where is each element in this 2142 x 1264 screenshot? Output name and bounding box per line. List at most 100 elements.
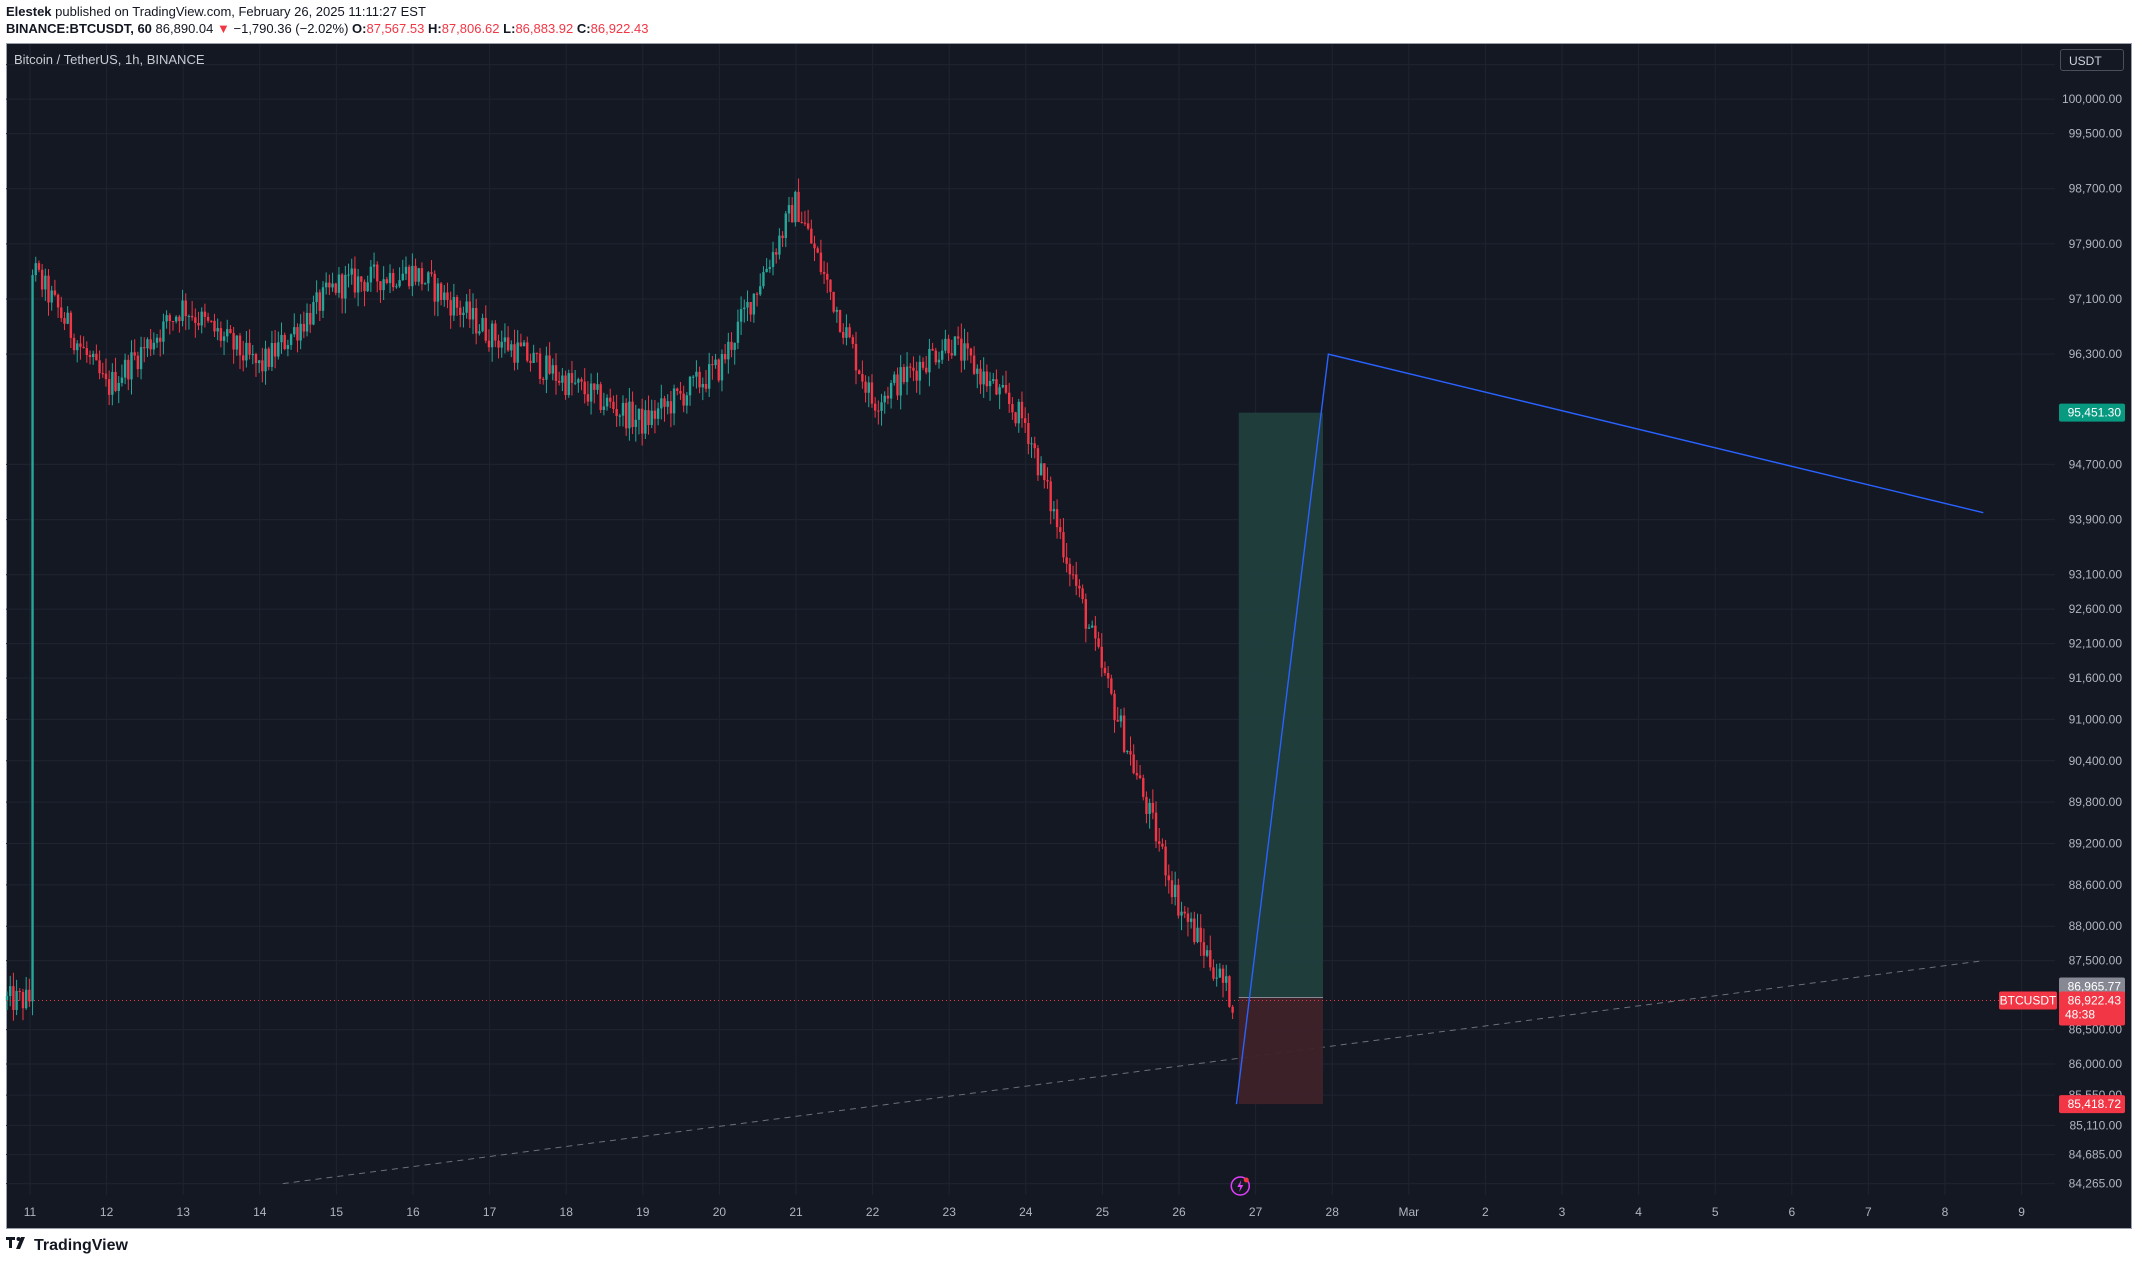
candle-body [775, 252, 778, 255]
candle-body [538, 353, 542, 379]
candle-body [190, 315, 194, 318]
candle-body [931, 348, 934, 351]
candle-body [484, 317, 487, 341]
candle-body [28, 989, 31, 1002]
candle-body [1164, 846, 1167, 876]
candle-body [803, 222, 807, 224]
candle-body [934, 350, 937, 363]
candle-body [1052, 509, 1056, 512]
candle-body [277, 342, 280, 357]
candle-body [487, 340, 491, 348]
candle-body [1087, 627, 1091, 629]
last-price-tag-bg [2059, 991, 2125, 1026]
candle-body [420, 268, 424, 285]
candle-body [363, 281, 366, 292]
candle-body [1036, 448, 1040, 476]
candle-body [797, 191, 800, 222]
symbol-label: BINANCE:BTCUSDT, 60 [6, 21, 152, 36]
candle-body [414, 265, 417, 282]
chart-pane[interactable] [6, 43, 2132, 1229]
candle-body [972, 355, 976, 374]
candle-body [529, 360, 532, 363]
candle-body [826, 273, 829, 280]
candle-body [762, 272, 765, 287]
candle-body [423, 283, 427, 285]
candle-body [976, 368, 979, 374]
chart-grid [6, 44, 2055, 1195]
candle-body [937, 359, 941, 363]
stop-zone [1238, 997, 1324, 1105]
candle-body [72, 337, 76, 351]
candle-body [1202, 942, 1206, 956]
candle-body [1059, 527, 1062, 533]
y-tick-label: 89,200.00 [2069, 836, 2123, 850]
candle-body [768, 267, 772, 269]
candle-body [1142, 778, 1145, 797]
candle-body [564, 375, 567, 396]
candle-body [554, 365, 558, 381]
x-tick-label: 14 [253, 1205, 267, 1219]
change-arrow-icon: ▼ [217, 21, 230, 36]
candle-body [187, 315, 191, 317]
y-tick-label: 86,000.00 [2069, 1057, 2123, 1071]
candle-body [318, 292, 322, 311]
candle-body [465, 301, 468, 313]
candle-body [1062, 532, 1065, 558]
candle-body [889, 382, 893, 399]
candle-body [966, 343, 969, 349]
candle-body [340, 274, 344, 299]
candle-body [577, 379, 580, 383]
y-tick-label: 93,100.00 [2069, 568, 2123, 582]
candle-body [123, 359, 127, 378]
candle-body [940, 350, 944, 360]
candle-body [379, 281, 382, 291]
candle-body [242, 355, 245, 361]
candle-body [819, 252, 823, 273]
candle-body [372, 264, 376, 267]
candle-body [1008, 392, 1011, 405]
x-tick-label: 7 [1865, 1205, 1872, 1219]
price-tag-bg [2059, 403, 2125, 422]
candle-body [1196, 927, 1199, 943]
candle-body [707, 364, 711, 389]
price-tag-bg [2059, 977, 2125, 996]
currency-selector[interactable]: USDT [2060, 49, 2124, 71]
candle-body [366, 282, 369, 292]
y-tick-label: 100,000.00 [2062, 92, 2122, 106]
candle-body [436, 283, 440, 302]
candle-body [337, 274, 341, 293]
candle-body [605, 397, 609, 407]
candle-body [794, 191, 797, 223]
candle-body [18, 991, 21, 993]
candle-body [497, 340, 500, 348]
candle-body [404, 266, 408, 274]
candle-body [593, 383, 596, 390]
candle-body [376, 264, 379, 282]
candle-body [462, 312, 465, 316]
candle-body [1046, 480, 1049, 482]
candle-body [50, 290, 53, 303]
candle-body [656, 408, 660, 419]
candle-body [449, 300, 452, 316]
candle-body [216, 328, 219, 332]
candle-body [194, 317, 197, 323]
candle-body [666, 401, 669, 407]
candle-body [1103, 667, 1107, 674]
candle-body [727, 341, 730, 360]
y-tick-label: 97,100.00 [2069, 292, 2123, 306]
candle-body [596, 384, 599, 390]
candle-body [1100, 646, 1103, 668]
candle-body [1049, 481, 1052, 512]
candle-body [127, 359, 130, 380]
y-tick-label: 89,800.00 [2069, 795, 2123, 809]
candle-body [810, 228, 813, 244]
candle-body [309, 312, 312, 325]
candle-body [842, 331, 845, 338]
x-tick-label: 26 [1172, 1205, 1186, 1219]
candle-body [315, 292, 318, 303]
candle-body [625, 402, 628, 429]
candle-body [152, 342, 156, 350]
brand-name: TradingView [34, 1237, 128, 1254]
y-tick-label: 92,100.00 [2069, 637, 2123, 651]
